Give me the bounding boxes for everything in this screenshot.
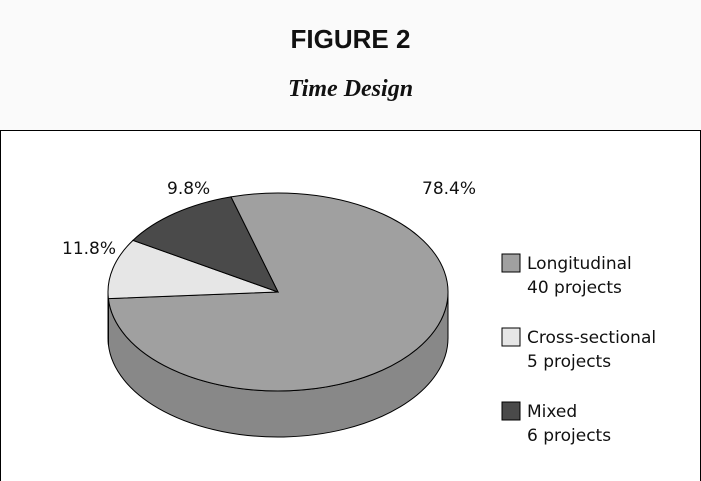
legend-label-longitudinal: Longitudinal [527, 254, 632, 274]
slice-label-mixed: 11.8% [62, 239, 116, 259]
figure-header: FIGURE 2 Time Design [0, 0, 701, 131]
pie-slice-cross-sectional [107, 239, 279, 300]
pie-chart: 78.4% 9.8% 11.8% Longitudinal 40 projects Cr… [62, 179, 656, 446]
pie-slice-mixed [132, 196, 279, 293]
legend-swatch-cross-sectional [501, 327, 521, 347]
slice-labels: 78.4% 9.8% 11.8% [62, 179, 476, 259]
legend-detail-longitudinal: 40 projects [527, 278, 622, 298]
figure-title: Time Design [287, 76, 414, 102]
legend-detail-mixed: 6 projects [527, 426, 611, 446]
left-border [0, 0, 1, 481]
legend-swatch-mixed [501, 401, 521, 421]
legend-swatch-longitudinal [501, 253, 521, 273]
figure-label: FIGURE 2 [290, 24, 411, 54]
slice-label-cross-sectional: 9.8% [167, 179, 210, 199]
slice-label-longitudinal: 78.4% [422, 179, 476, 199]
legend-detail-cross-sectional: 5 projects [527, 352, 611, 372]
legend-label-mixed: Mixed [527, 402, 577, 422]
legend-label-cross-sectional: Cross-sectional [527, 328, 656, 348]
legend: Longitudinal 40 projects Cross-sectional 5 … [501, 253, 656, 446]
pie-group [107, 192, 449, 438]
